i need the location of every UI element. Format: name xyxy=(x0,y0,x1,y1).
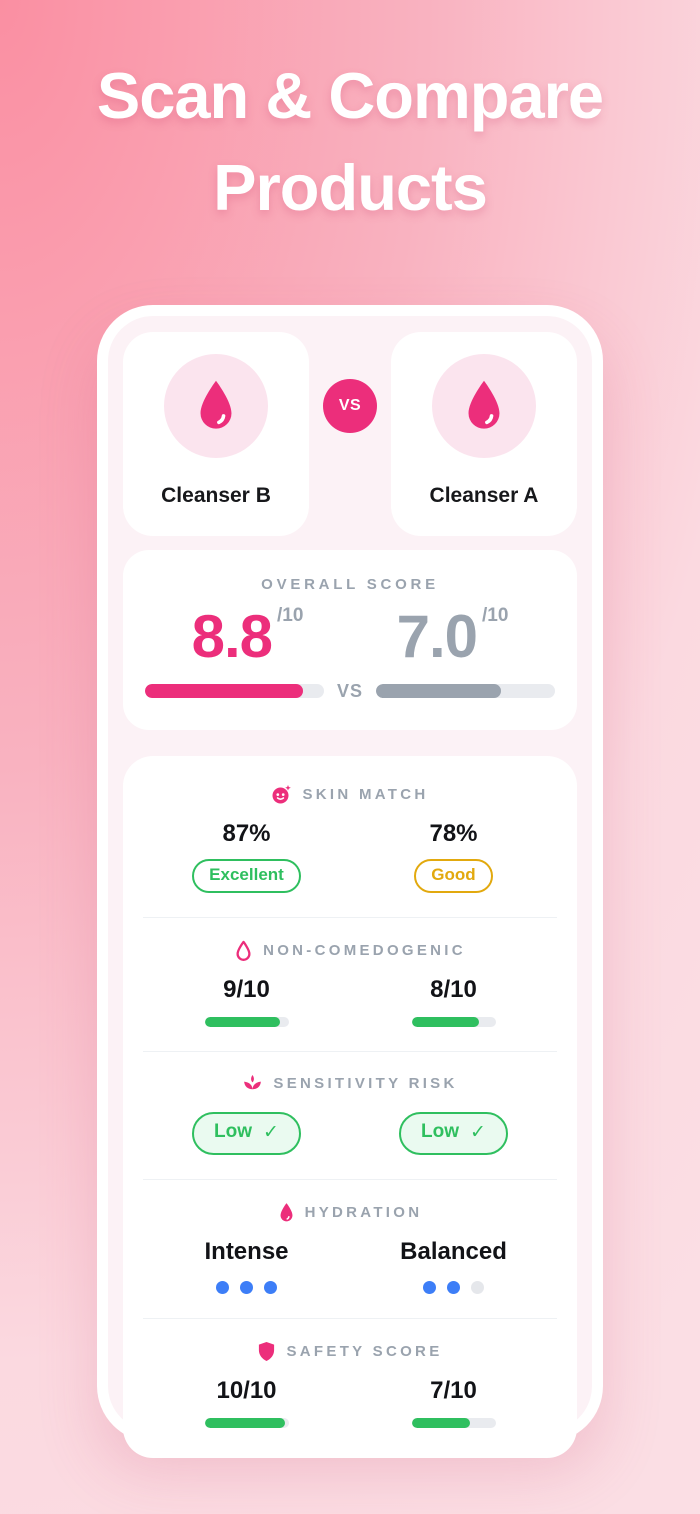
check-icon: ✓ xyxy=(470,1121,486,1143)
score-max-right: /10 xyxy=(482,604,509,626)
sensitivity-risk-right: Low ✓ xyxy=(350,1108,557,1155)
face-sparkle-icon xyxy=(271,784,292,805)
sensitivity-risk-header: SENSITIVITY RISK xyxy=(143,1074,557,1093)
metric-label: SAFETY SCORE xyxy=(286,1342,443,1360)
score-bar-fill-right xyxy=(376,684,502,699)
mini-bar xyxy=(411,1417,496,1428)
mini-bar xyxy=(204,1417,289,1428)
metric-label: SENSITIVITY RISK xyxy=(273,1074,458,1092)
metric-label: NON-COMEDOGENIC xyxy=(263,941,466,959)
mini-bar xyxy=(204,1016,289,1027)
metrics-card: SKIN MATCH 87% Excellent 78% Good xyxy=(123,755,577,1458)
product-avatar xyxy=(432,353,536,458)
overall-score-right: 7.0 /10 xyxy=(350,602,555,670)
score-bar-right xyxy=(376,684,556,699)
droplet-icon xyxy=(194,379,238,433)
hydration-dot xyxy=(423,1280,436,1294)
risk-pill: Low ✓ xyxy=(192,1111,301,1155)
hydration-dot xyxy=(240,1280,253,1294)
product-name-right: Cleanser A xyxy=(429,483,539,507)
mini-bar-fill xyxy=(411,1016,479,1027)
metric-label: HYDRATION xyxy=(304,1203,423,1221)
score-bar-fill-left xyxy=(145,684,303,699)
product-card-right[interactable]: Cleanser A xyxy=(391,331,577,536)
safety-score-right: 7/10 xyxy=(350,1377,557,1428)
page-title-line1: Scan & Compare xyxy=(96,59,604,132)
metric-value: 87% xyxy=(222,819,271,847)
mini-bar-fill xyxy=(204,1016,281,1027)
products-row: Cleanser B VS Cleanser A xyxy=(123,331,577,536)
shield-icon xyxy=(257,1341,276,1362)
mini-bar xyxy=(411,1016,496,1027)
safety-score-header: SAFETY SCORE xyxy=(143,1341,557,1362)
droplet-outline-icon xyxy=(234,940,253,961)
overall-score-bars: VS xyxy=(145,680,556,702)
metric-value: Balanced xyxy=(400,1237,507,1265)
non-comedogenic-left: 9/10 xyxy=(143,976,350,1027)
score-vs-label: VS xyxy=(337,680,364,701)
metric-value: 10/10 xyxy=(216,1376,277,1404)
metric-row-skin-match: SKIN MATCH 87% Excellent 78% Good xyxy=(143,762,557,917)
product-card-left[interactable]: Cleanser B xyxy=(123,331,309,536)
overall-score-card: OVERALL SCORE 8.8 /10 7.0 /10 VS xyxy=(123,549,577,730)
metric-value: 7/10 xyxy=(430,1376,477,1404)
check-icon: ✓ xyxy=(263,1121,279,1143)
hydration-dots xyxy=(423,1280,484,1294)
score-bar-left xyxy=(145,684,324,699)
hydration-dot xyxy=(216,1280,229,1294)
droplet-icon xyxy=(462,379,506,433)
hydration-left: Intense xyxy=(143,1238,350,1294)
overall-score-left: 8.8 /10 xyxy=(145,602,350,670)
skin-match-left: 87% Excellent xyxy=(143,820,350,893)
risk-pill-label: Low xyxy=(214,1121,253,1143)
metric-value: 78% xyxy=(429,819,478,847)
sensitivity-risk-columns: Low ✓ Low ✓ xyxy=(143,1108,557,1155)
risk-pill-label: Low xyxy=(421,1121,460,1143)
hydration-columns: Intense Balanced xyxy=(143,1238,557,1294)
hydration-dot xyxy=(264,1280,277,1294)
overall-scores: 8.8 /10 7.0 /10 xyxy=(145,602,555,670)
skin-match-columns: 87% Excellent 78% Good xyxy=(143,820,557,893)
metric-row-sensitivity-risk: SENSITIVITY RISK Low ✓ Low ✓ xyxy=(143,1050,557,1179)
safety-score-left: 10/10 xyxy=(143,1377,350,1428)
hydration-right: Balanced xyxy=(350,1238,557,1294)
metric-row-safety-score: SAFETY SCORE 10/10 7/10 xyxy=(143,1317,557,1452)
lotus-icon xyxy=(242,1074,263,1093)
product-avatar xyxy=(164,353,268,458)
metric-label: SKIN MATCH xyxy=(302,785,429,803)
overall-score-heading: OVERALL SCORE xyxy=(261,575,439,593)
hydration-header: HYDRATION xyxy=(143,1202,557,1223)
sensitivity-risk-left: Low ✓ xyxy=(143,1108,350,1155)
mini-bar-fill xyxy=(204,1417,286,1428)
product-name-left: Cleanser B xyxy=(161,483,271,507)
metric-value: 8/10 xyxy=(430,975,477,1003)
non-comedogenic-right: 8/10 xyxy=(350,976,557,1027)
skin-match-right: 78% Good xyxy=(350,820,557,893)
metric-row-hydration: HYDRATION Intense Balanced xyxy=(143,1178,557,1318)
metric-row-non-comedogenic: NON-COMEDOGENIC 9/10 8/10 xyxy=(143,916,557,1051)
vs-badge-label: VS xyxy=(338,396,362,414)
score-max-left: /10 xyxy=(277,604,304,626)
hydration-dot xyxy=(447,1280,460,1294)
vs-badge: VS xyxy=(323,378,377,433)
hydration-dot xyxy=(471,1280,484,1294)
safety-score-columns: 10/10 7/10 xyxy=(143,1377,557,1428)
rating-badge: Good xyxy=(414,858,493,893)
page-title: Scan & Compare Products xyxy=(0,0,700,235)
non-comedogenic-columns: 9/10 8/10 xyxy=(143,976,557,1027)
droplet-icon xyxy=(278,1202,295,1223)
metric-value: 9/10 xyxy=(223,975,270,1003)
score-value-left: 8.8 xyxy=(191,602,273,670)
risk-pill: Low ✓ xyxy=(399,1111,508,1155)
phone-frame: Cleanser B VS Cleanser A OVERALL SCORE 8… xyxy=(97,304,603,1458)
hydration-dots xyxy=(216,1280,277,1294)
metric-value: Intense xyxy=(204,1237,289,1265)
page-title-line2: Products xyxy=(213,151,488,225)
non-comedogenic-header: NON-COMEDOGENIC xyxy=(143,940,557,961)
skin-match-header: SKIN MATCH xyxy=(143,784,557,805)
rating-badge: Excellent xyxy=(192,858,301,893)
mini-bar-fill xyxy=(411,1417,471,1428)
score-value-right: 7.0 xyxy=(396,602,478,670)
